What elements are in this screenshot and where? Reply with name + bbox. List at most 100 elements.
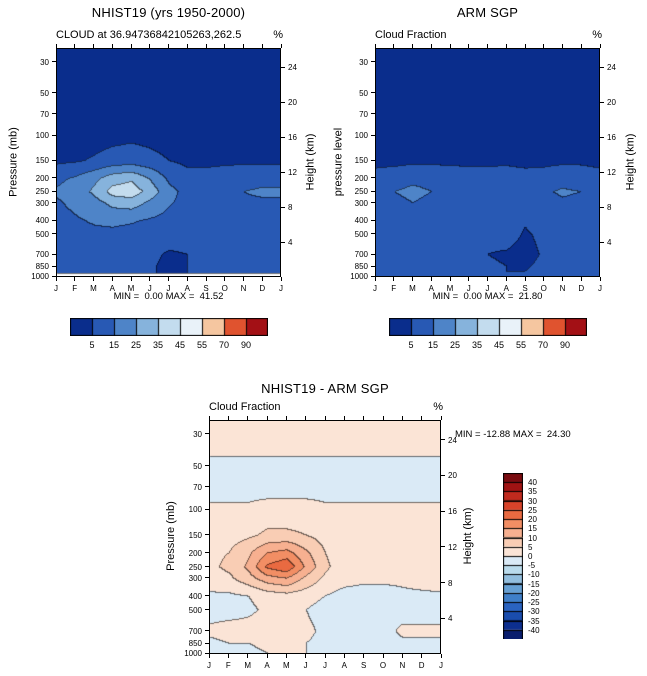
colorbar-label: 90 [240, 340, 251, 350]
pressure-tick [52, 190, 56, 192]
colorbar-label: 45 [493, 340, 504, 350]
month-label: F [72, 284, 78, 293]
colorbar-label: 70 [218, 340, 229, 350]
month-tick [393, 44, 395, 48]
plot1-unit-label: % [273, 29, 283, 41]
colorbar-label: 0 [528, 552, 533, 561]
month-tick [130, 44, 132, 48]
month-label: N [399, 661, 406, 670]
month-label: S [203, 284, 209, 293]
colorbar-label: 10 [528, 533, 537, 543]
month-tick [412, 44, 413, 48]
month-tick [343, 654, 345, 658]
height-tick [600, 241, 604, 243]
pressure-tick [205, 652, 209, 654]
plot2-minmax-text: MIN = 0.00 MAX = 21.80 [432, 291, 543, 302]
pressure-tick-label: 70 [193, 482, 202, 492]
pressure-tick-label: 200 [188, 548, 202, 558]
pressure-tick [205, 595, 209, 597]
month-tick [111, 44, 113, 48]
month-tick [305, 654, 307, 658]
colorbar-label: 30 [528, 496, 537, 506]
month-tick [430, 44, 432, 48]
month-label: O [221, 284, 228, 293]
pressure-tick [52, 233, 56, 235]
month-tick [468, 44, 470, 48]
contour-plot-canvas [375, 48, 600, 277]
month-label: J [485, 284, 490, 293]
height-tick-label: 8 [607, 203, 612, 213]
height-tick [600, 101, 604, 103]
pressure-tick-label: 150 [188, 530, 202, 540]
pressure-tick-label: 500 [354, 229, 368, 239]
colorbar-label: 5 [528, 542, 533, 552]
height-tick [441, 439, 445, 441]
colorbar-label: 40 [528, 478, 537, 488]
month-label: N [559, 284, 566, 293]
month-tick [440, 654, 442, 658]
pressure-tick-label: 50 [40, 88, 49, 98]
month-tick [487, 277, 488, 281]
plot1-y2axis-title: Height (km) [304, 133, 317, 191]
month-tick [449, 44, 451, 48]
month-tick [93, 277, 94, 281]
month-label: M [244, 661, 251, 670]
height-tick [600, 206, 604, 208]
month-tick [224, 44, 226, 48]
month-tick [374, 44, 376, 48]
pressure-tick-label: 250 [354, 187, 368, 197]
month-label: J [166, 284, 171, 293]
month-tick [227, 416, 229, 420]
plot3-subtitle: Cloud Fraction [209, 401, 281, 413]
pressure-tick [205, 534, 209, 536]
plot2-title: ARM SGP [456, 5, 519, 20]
pressure-tick-label: 500 [188, 605, 202, 615]
month-tick [487, 44, 488, 48]
month-tick [543, 277, 545, 281]
month-label: J [373, 284, 377, 293]
colorbar-label: 55 [515, 340, 526, 350]
pressure-tick-label: 500 [35, 229, 49, 239]
plot3-title: NHIST19 - ARM SGP [261, 381, 389, 396]
month-label: J [466, 284, 471, 293]
pressure-tick [371, 265, 375, 267]
height-tick [441, 510, 445, 512]
month-tick [505, 277, 507, 281]
pressure-tick [52, 275, 56, 277]
height-tick [600, 136, 604, 138]
pressure-tick-label: 30 [359, 57, 368, 67]
pressure-tick [371, 113, 375, 114]
pressure-tick-label: 400 [354, 216, 368, 226]
month-tick [93, 44, 94, 48]
pressure-tick-label: 70 [359, 109, 368, 119]
colorbar-label: -5 [528, 561, 536, 571]
month-tick [393, 277, 395, 281]
plot1-minmax-text: MIN = 0.00 MAX = 41.52 [113, 291, 224, 302]
month-tick [149, 277, 151, 281]
height-tick [441, 617, 445, 619]
month-label: M [282, 661, 290, 670]
month-label: J [147, 284, 152, 293]
colorbar-label: 55 [196, 340, 207, 350]
height-tick [441, 474, 445, 476]
pressure-tick-label: 150 [35, 156, 49, 166]
pressure-tick [371, 61, 375, 63]
month-tick [208, 416, 210, 420]
pressure-tick-label: 70 [40, 109, 49, 119]
month-tick [74, 44, 76, 48]
pressure-tick [371, 134, 375, 136]
height-tick-label: 12 [607, 168, 616, 178]
month-tick [412, 277, 413, 281]
month-tick [186, 277, 188, 281]
month-tick [205, 277, 207, 281]
pressure-tick-label: 200 [354, 173, 368, 183]
month-tick [55, 277, 57, 281]
colorbar-label: -10 [528, 570, 540, 580]
pressure-tick-label: 300 [188, 573, 202, 583]
pressure-tick-label: 100 [188, 505, 202, 515]
month-tick [430, 277, 432, 281]
contour-plot-canvas [209, 420, 441, 654]
pressure-tick [52, 159, 56, 161]
month-label: M [127, 284, 135, 293]
month-label: O [379, 661, 387, 670]
